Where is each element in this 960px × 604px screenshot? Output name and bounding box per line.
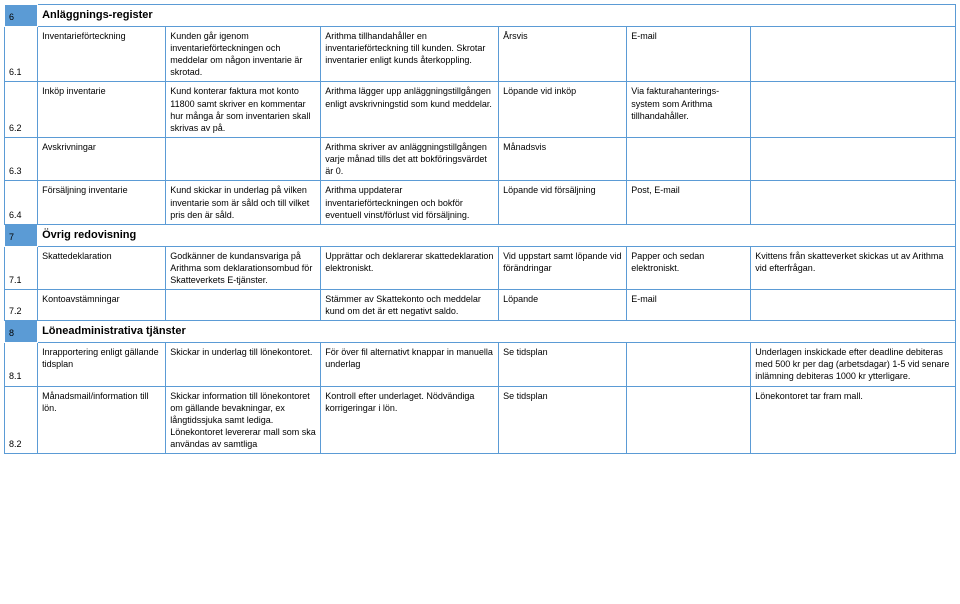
table-cell: Stämmer av Skattekonto och meddelar kund… [321, 290, 499, 321]
table-cell: Kvittens från skatteverket skickas ut av… [751, 246, 956, 289]
row-number: 8 [5, 321, 38, 343]
table-cell: Lönekontoret tar fram mall. [751, 386, 956, 454]
row-number: 6 [5, 5, 38, 27]
table-row: 8.1Inrapportering enligt gällande tidspl… [5, 343, 956, 386]
table-row: 7Övrig redovisning [5, 224, 956, 246]
table-cell: Arithma uppdaterar inventarieförteckning… [321, 181, 499, 224]
table-cell: Skattedeklaration [38, 246, 166, 289]
table-cell: Löpande [499, 290, 627, 321]
table-cell: Arithma skriver av anläggningstillgången… [321, 137, 499, 180]
table-cell: Vid uppstart samt löpande vid förändring… [499, 246, 627, 289]
table-row: 6.3Avskrivningar Arithma skriver av anläg… [5, 137, 956, 180]
table-row: 6Anläggnings-register [5, 5, 956, 27]
table-cell: Försäljning inventarie [38, 181, 166, 224]
table-cell: Papper och sedan elektroniskt. [627, 246, 751, 289]
table-cell: Månadsvis [499, 137, 627, 180]
table-cell: Upprättar och deklarerar skattedeklarati… [321, 246, 499, 289]
table-cell: Kund skickar in underlag på vilken inven… [166, 181, 321, 224]
table-cell: Underlagen inskickade efter deadline deb… [751, 343, 956, 386]
table-cell: Skickar information till lönekontoret om… [166, 386, 321, 454]
table-cell: Inventarieförteckning [38, 26, 166, 82]
table-cell: E-mail [627, 290, 751, 321]
table-cell [627, 343, 751, 386]
register-table: 6Anläggnings-register6.1Inventarieförtec… [4, 4, 956, 454]
row-number: 7 [5, 224, 38, 246]
table-cell [751, 137, 956, 180]
row-number: 8.2 [5, 386, 38, 454]
row-number: 6.2 [5, 82, 38, 138]
table-row: 7.2Kontoavstämningar Stämmer av Skattekon… [5, 290, 956, 321]
section-header: Löneadministrativa tjänster [38, 321, 956, 343]
row-number: 6.1 [5, 26, 38, 82]
table-cell: Månadsmail/information till lön. [38, 386, 166, 454]
row-number: 7.2 [5, 290, 38, 321]
table-cell: Arithma lägger upp anläggningstillgången… [321, 82, 499, 138]
table-row: 6.2Inköp inventarieKund konterar faktura… [5, 82, 956, 138]
section-header: Övrig redovisning [38, 224, 956, 246]
table-cell: Inköp inventarie [38, 82, 166, 138]
table-cell: Arithma tillhandahåller en inventarieför… [321, 26, 499, 82]
table-cell: Löpande vid inköp [499, 82, 627, 138]
table-cell [627, 386, 751, 454]
row-number: 7.1 [5, 246, 38, 289]
table-cell: Post, E-mail [627, 181, 751, 224]
table-row: 8Löneadministrativa tjänster [5, 321, 956, 343]
table-cell: Inrapportering enligt gällande tidsplan [38, 343, 166, 386]
table-cell: Se tidsplan [499, 343, 627, 386]
table-cell: Avskrivningar [38, 137, 166, 180]
table-row: 6.1InventarieförteckningKunden går igeno… [5, 26, 956, 82]
table-cell: Kontoavstämningar [38, 290, 166, 321]
table-cell: Kunden går igenom inventarieförteckninge… [166, 26, 321, 82]
table-cell [166, 290, 321, 321]
table-cell: Kontroll efter underlaget. Nödvändiga ko… [321, 386, 499, 454]
row-number: 6.3 [5, 137, 38, 180]
table-row: 8.2Månadsmail/information till lön.Skick… [5, 386, 956, 454]
table-cell: Se tidsplan [499, 386, 627, 454]
table-cell: Årsvis [499, 26, 627, 82]
table-cell: Skickar in underlag till lönekontoret. [166, 343, 321, 386]
table-cell [166, 137, 321, 180]
row-number: 8.1 [5, 343, 38, 386]
table-cell: Kund konterar faktura mot konto 11800 sa… [166, 82, 321, 138]
table-row: 7.1SkattedeklarationGodkänner de kundans… [5, 246, 956, 289]
table-cell: Via fakturahanterings-system som Arithma… [627, 82, 751, 138]
table-row: 6.4Försäljning inventarieKund skickar in… [5, 181, 956, 224]
table-cell [751, 26, 956, 82]
table-cell [627, 137, 751, 180]
table-cell: Löpande vid försäljning [499, 181, 627, 224]
section-header: Anläggnings-register [38, 5, 956, 27]
table-cell [751, 82, 956, 138]
table-cell [751, 181, 956, 224]
table-cell: Godkänner de kundansvariga på Arithma so… [166, 246, 321, 289]
table-cell: För över fil alternativt knappar in manu… [321, 343, 499, 386]
table-cell [751, 290, 956, 321]
row-number: 6.4 [5, 181, 38, 224]
table-cell: E-mail [627, 26, 751, 82]
